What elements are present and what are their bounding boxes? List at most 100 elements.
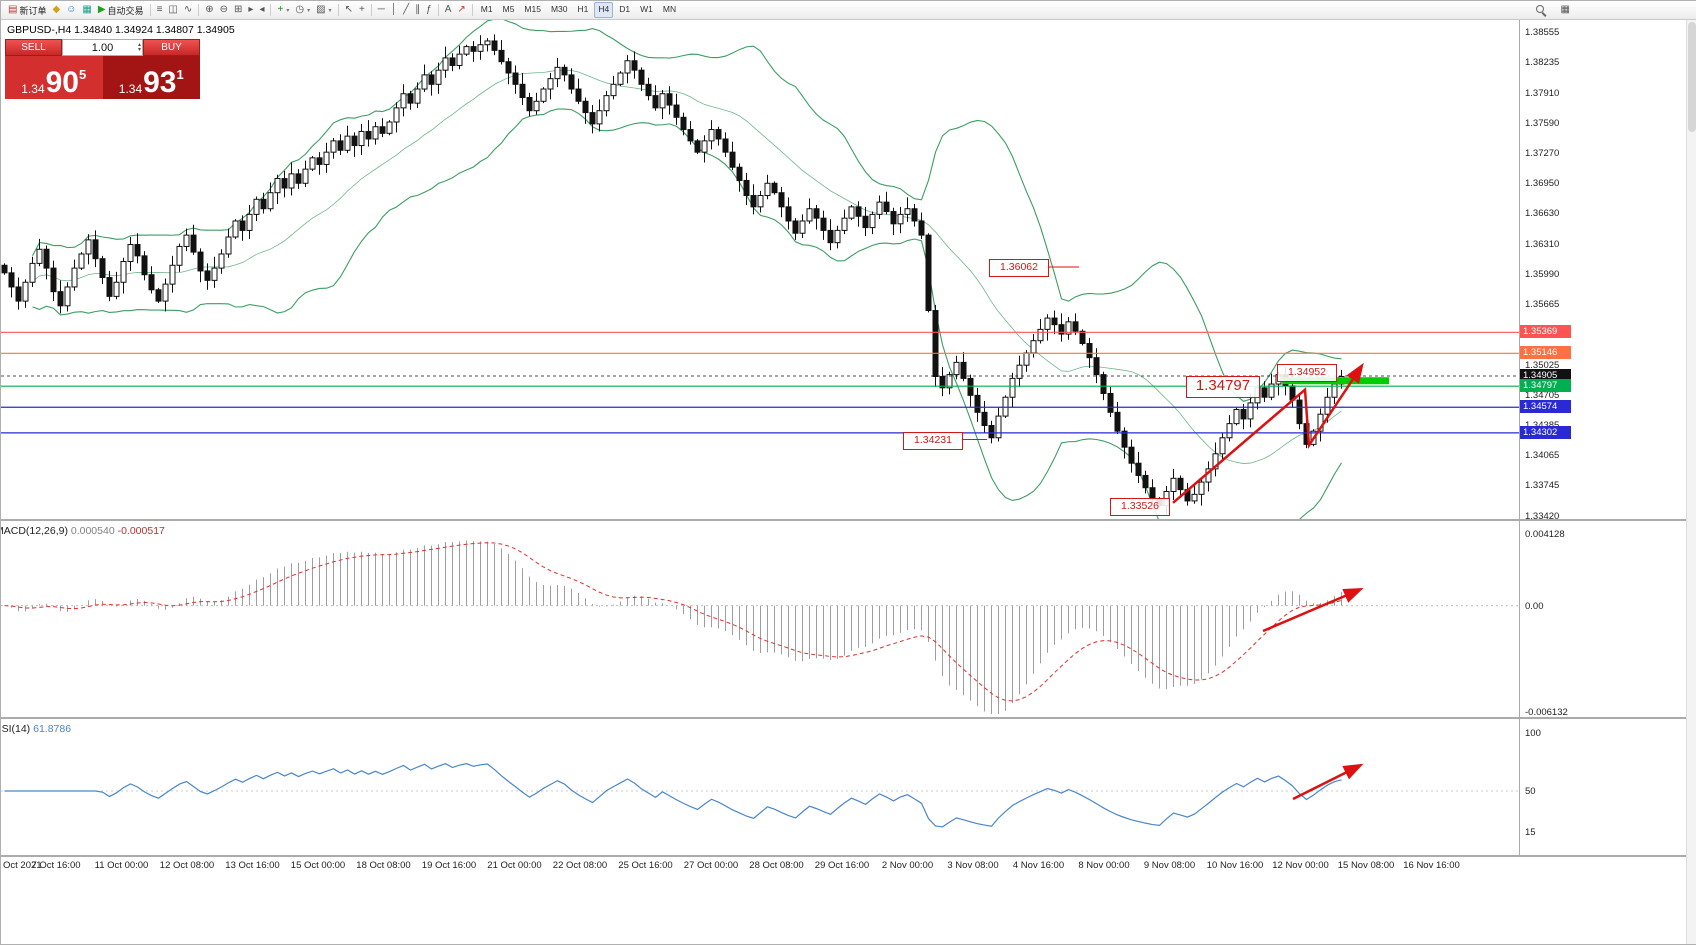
sell-price-display[interactable]: 1.34 90 5 [5, 56, 103, 99]
timeframe-button-d1[interactable]: D1 [619, 4, 631, 14]
cursor-button[interactable]: ↖ [342, 2, 356, 18]
timeframe-button-m30[interactable]: M30 [550, 4, 568, 14]
time-axis-label: 16 Nov 16:00 [1403, 860, 1460, 871]
macd-trend-arrow[interactable] [1262, 588, 1364, 633]
market-watch-icon: ◆ [52, 4, 61, 15]
price-annotation[interactable]: 1.34797 [1186, 376, 1260, 399]
channel-icon: ∥ [415, 4, 421, 15]
price-tick-label: 1.36950 [1525, 178, 1560, 190]
chart-ohlc-header: GBPUSD-,H4 1.34840 1.34924 1.34807 1.349… [7, 24, 235, 36]
volume-down-icon[interactable]: ▾ [137, 46, 141, 53]
timeframe-button-m1[interactable]: M1 [480, 4, 493, 14]
time-axis-label: 8 Nov 00:00 [1078, 860, 1130, 871]
price-annotation[interactable]: 1.33526 [1110, 498, 1170, 516]
rsi-line [4, 763, 1342, 828]
rsi-axis-label: 15 [1525, 826, 1536, 838]
toolbar-separator [370, 4, 372, 16]
fibonacci-icon: ƒ [426, 4, 432, 15]
terminal-button[interactable]: ▦ [79, 2, 94, 18]
channel-button[interactable]: ∥ [412, 2, 423, 18]
price-annotation[interactable]: 1.34952 [1277, 363, 1337, 382]
time-axis-label: 3 Nov 08:00 [947, 860, 999, 871]
toolbar-right-icons: ▦ [1533, 2, 1573, 18]
price-axis[interactable]: 1.38555 1.38235 1.37910 1.37590 1.37270 1.369… [1520, 19, 1590, 857]
macd-panel-canvas[interactable] [1, 521, 1519, 717]
symbol-search-button[interactable] [1533, 2, 1550, 18]
new-order-button[interactable]: ▤ 新订单 [5, 2, 49, 18]
price-tick-label: 1.38235 [1525, 57, 1560, 69]
timeframe-button-w1[interactable]: W1 [640, 4, 653, 14]
price-tick-label: 1.35025 [1525, 359, 1560, 371]
macd-histogram [11, 540, 1342, 714]
volume-field[interactable]: 1.00 ▴ ▾ [62, 39, 143, 56]
templates-dropdown-icon[interactable]: ▾ [328, 7, 332, 14]
sell-button[interactable]: SELL [5, 39, 62, 56]
autotrading-button[interactable]: ▶ 自动交易 [95, 2, 147, 18]
volume-up-icon[interactable]: ▴ [137, 41, 141, 48]
panel-separator[interactable] [1, 717, 1696, 719]
candle-chart-button[interactable]: ◫ [165, 2, 180, 18]
price-level-label: 1.34905 [1520, 369, 1571, 383]
tile-windows-button[interactable]: ⊞ [231, 2, 245, 18]
price-tick-label: 1.38555 [1525, 27, 1560, 38]
panel-separator[interactable] [1, 855, 1696, 857]
periods-button[interactable]: ◷ ▾ [292, 2, 313, 18]
vertical-line-button[interactable]: │ [388, 2, 400, 18]
autotrading-icon: ▶ [97, 4, 106, 15]
price-tick-label: 1.37590 [1525, 117, 1560, 129]
volume-value: 1.00 [91, 41, 114, 54]
trendline-button[interactable]: ╱ [400, 2, 412, 18]
autoscro ll-button[interactable]: ▸ [245, 2, 256, 18]
trend-arrow[interactable] [1172, 362, 1364, 504]
buy-price-prefix: 1.34 [118, 82, 143, 96]
vertical-scrollbar[interactable] [1686, 19, 1696, 944]
rsi-panel-canvas[interactable] [1, 719, 1519, 855]
time-axis-label: 13 Oct 16:00 [225, 860, 280, 871]
market-watch-button[interactable]: ◆ [49, 2, 63, 18]
chart-grid-button[interactable]: ▦ [1558, 2, 1573, 18]
price-level-label: 1.35146 [1520, 346, 1571, 360]
autotrading-button-label: 自动交易 [107, 5, 144, 16]
sell-price-pip: 5 [79, 67, 87, 82]
time-axis-label: 12 Oct 08:00 [159, 860, 215, 871]
indicators-dropdown-icon[interactable]: ▾ [286, 7, 290, 14]
community-button[interactable]: ☺ [63, 2, 79, 18]
indicators-button[interactable]: + ▾ [274, 2, 292, 18]
timeframe-button-h4[interactable]: H4 [594, 2, 614, 18]
price-annotation[interactable]: 1.36062 [989, 258, 1049, 277]
horizontal-line-button[interactable]: ─ [375, 2, 388, 18]
zoom-in-button[interactable]: ⊕ [202, 2, 216, 18]
line-chart-button[interactable]: ∿ [181, 2, 195, 18]
chart-shift-button[interactable]: ◂ [256, 2, 267, 18]
bar-chart-button[interactable]: ≡ [154, 2, 166, 18]
periods-dropdown-icon[interactable]: ▾ [307, 7, 311, 14]
templates-icon: ▨ [316, 4, 326, 15]
buy-price-display[interactable]: 1.34 93 1 [102, 56, 200, 99]
price-annotation[interactable]: 1.34231 [903, 431, 963, 450]
rsi-indicator-label: RSI(14) 61.8786 [1, 723, 71, 735]
price-tick-label: 1.33745 [1525, 480, 1560, 492]
text-button[interactable]: A [442, 2, 455, 18]
timeframe-button-mn[interactable]: MN [662, 4, 677, 14]
rsi-trend-arrow[interactable] [1292, 763, 1364, 801]
zoom-out-button[interactable]: ⊖ [217, 2, 231, 18]
periods-icon: ◷ [295, 4, 305, 15]
buy-button[interactable]: BUY [143, 39, 200, 56]
fibonacci-button[interactable]: ƒ [423, 2, 435, 18]
chart-shift-icon: ◂ [259, 4, 265, 15]
scrollbar-thumb[interactable] [1688, 22, 1696, 132]
crosshair-button[interactable]: + [356, 2, 368, 18]
volume-stepper[interactable]: ▴ ▾ [138, 40, 141, 55]
timeframe-button-h1[interactable]: H1 [577, 4, 589, 14]
templates-button[interactable]: ▨ ▾ [313, 2, 334, 18]
panel-separator[interactable] [1, 519, 1696, 521]
price-tick-label: 1.35665 [1525, 299, 1560, 311]
timeframe-button-m15[interactable]: M15 [524, 4, 541, 14]
price-tick-label: 1.37910 [1525, 87, 1560, 99]
arrow-tool-button[interactable]: ↗ [454, 2, 468, 18]
time-axis[interactable]: Oct 2021 7 Oct 16:00 11 Oct 00:00 12 Oct 08… [1, 858, 1519, 876]
price-chart-canvas[interactable] [1, 19, 1519, 519]
cursor-icon: ↖ [344, 4, 353, 15]
timeframe-button-m5[interactable]: M5 [502, 4, 515, 14]
